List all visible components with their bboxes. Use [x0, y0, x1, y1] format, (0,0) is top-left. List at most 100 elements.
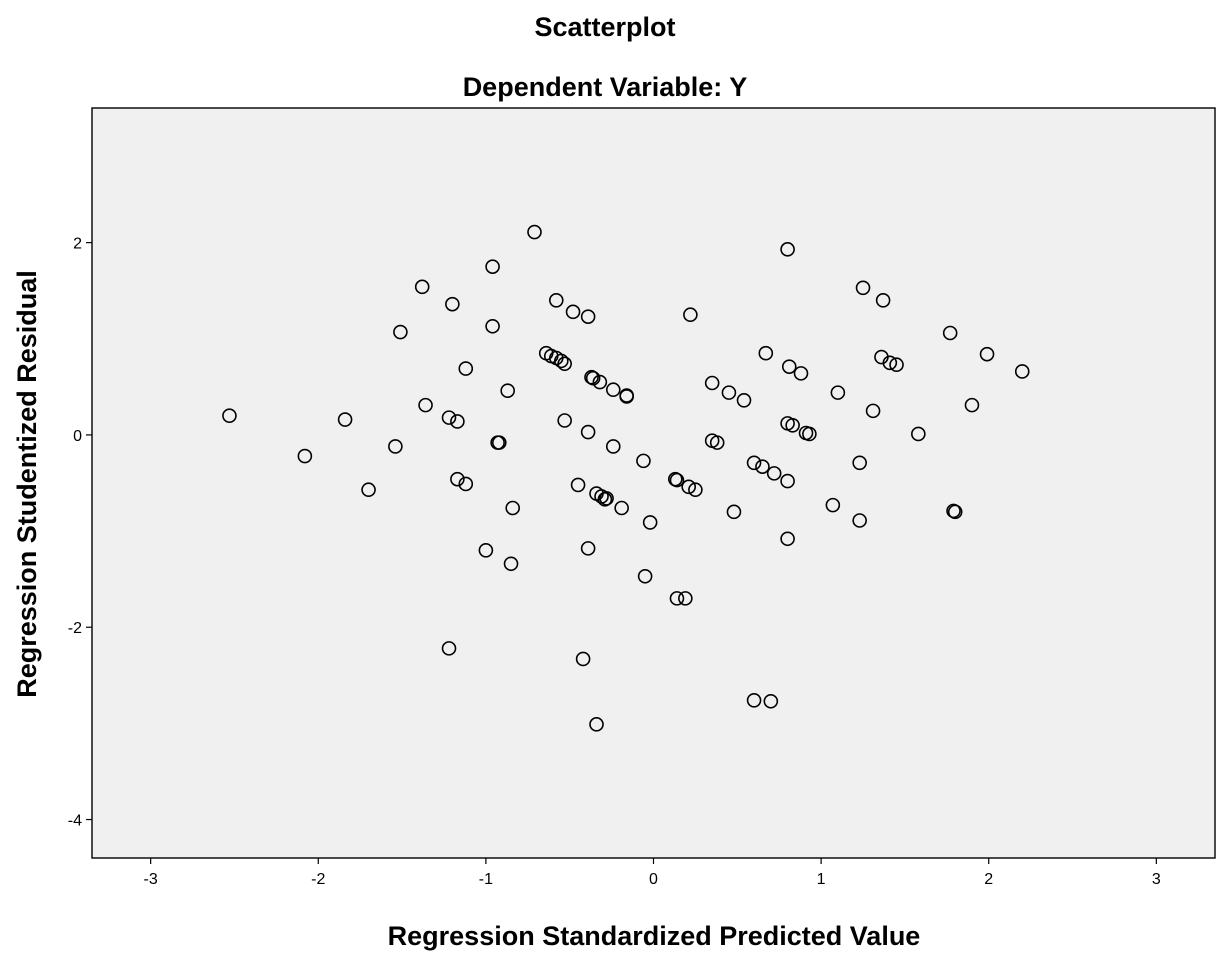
scatter-point [793, 366, 809, 381]
scatter-point [592, 374, 608, 390]
scatter-point [503, 556, 519, 572]
scatter-point [441, 641, 457, 656]
scatter-point [445, 296, 460, 312]
scatter-point [979, 346, 995, 362]
scatter-point [575, 651, 591, 667]
scatter-point [458, 476, 474, 492]
scatter-point [491, 435, 507, 450]
y-axis-ticks: -4 -2 0 2 [68, 236, 92, 830]
scatter-point [726, 504, 742, 520]
scatter-point [781, 359, 797, 374]
x-tick-label: 3 [1152, 871, 1161, 888]
y-axis-title: Regression Studentized Residual [12, 270, 42, 698]
x-axis-title: Regression Standardized Predicted Value [388, 921, 921, 951]
scatter-point [688, 482, 703, 498]
y-tick-label: 2 [73, 236, 82, 253]
scatter-point [669, 472, 685, 488]
scatter-point [570, 477, 586, 493]
scatter-point [669, 591, 685, 606]
scatter-point [852, 513, 867, 528]
scatter-point [605, 382, 621, 398]
scatter-point [450, 414, 465, 429]
scatter-point [780, 242, 795, 257]
scatter-point [580, 541, 596, 556]
scatter-point [636, 453, 651, 469]
plot-area [91, 107, 1216, 859]
scatter-point [704, 375, 720, 391]
scatter-point [964, 397, 980, 413]
scatter-point [548, 293, 564, 308]
scatter-point [500, 383, 515, 398]
scatter-point [865, 403, 881, 419]
scatter-point [297, 448, 313, 464]
scatter-point [766, 466, 782, 481]
x-axis-ticks: -3 -2 -1 0 1 2 3 [144, 858, 1161, 888]
scatter-point [681, 479, 696, 495]
scatter-point [746, 693, 762, 708]
scatter-point [388, 439, 403, 454]
scatter-point [709, 435, 725, 450]
scatter-point [758, 345, 774, 361]
scatter-point [785, 418, 800, 433]
scatter-point [605, 439, 621, 454]
chart-subtitle: Dependent Variable: Y [463, 72, 748, 102]
scatter-point [882, 355, 898, 371]
x-tick-label: -3 [144, 871, 158, 888]
scatter-point [393, 324, 408, 340]
scatter-point [557, 413, 572, 428]
scatter-point [337, 412, 353, 427]
scatter-point [1014, 364, 1030, 379]
y-tick-label: 0 [73, 428, 82, 445]
scatter-point [637, 568, 653, 584]
x-tick-label: -1 [479, 871, 493, 888]
scatter-point [478, 543, 494, 558]
scatter-point [557, 356, 572, 372]
scatter-point [505, 500, 521, 516]
x-tick-label: 2 [984, 871, 993, 888]
scatter-point [911, 426, 926, 442]
chart-title: Scatterplot [534, 12, 675, 42]
scatter-point [565, 304, 581, 320]
scatter-point [580, 309, 596, 324]
y-tick-label: -4 [68, 813, 82, 830]
x-tick-label: -2 [311, 871, 325, 888]
scatter-point [721, 385, 737, 400]
data-points [222, 224, 1030, 732]
scatter-point [619, 389, 634, 404]
scatter-point [554, 353, 569, 369]
scatter-point [678, 591, 693, 606]
scatter-point [485, 259, 500, 274]
scatter-point [802, 426, 817, 442]
scatter-point [755, 459, 770, 474]
scatter-point [825, 497, 841, 513]
scatter-point [780, 531, 795, 547]
scatter-point [485, 318, 500, 334]
scatter-point [580, 424, 596, 440]
scatter-point [527, 224, 542, 240]
scatter-point [361, 482, 376, 498]
scatter-point [683, 307, 698, 323]
scatter-point [763, 693, 779, 709]
scatter-point [418, 397, 433, 413]
y-tick-label: -2 [68, 620, 82, 637]
scatter-point [642, 515, 658, 530]
scatter-point [222, 408, 237, 423]
x-tick-label: 0 [649, 871, 658, 888]
scatter-point [414, 279, 430, 295]
scatter-point [441, 410, 457, 425]
scatter-point [450, 471, 465, 487]
x-tick-label: 1 [817, 871, 826, 888]
scatter-point [746, 455, 762, 471]
scatter-point [875, 293, 891, 308]
scatter-point [736, 393, 752, 408]
scatter-point [780, 473, 795, 489]
scatter-point [855, 280, 871, 296]
scatter-point [599, 491, 614, 506]
scatter-point [942, 325, 958, 341]
scatter-point [830, 385, 846, 400]
scatter-point [852, 455, 867, 471]
scatter-point [458, 361, 474, 376]
scatter-point [589, 717, 604, 732]
scatter-point [947, 504, 963, 520]
